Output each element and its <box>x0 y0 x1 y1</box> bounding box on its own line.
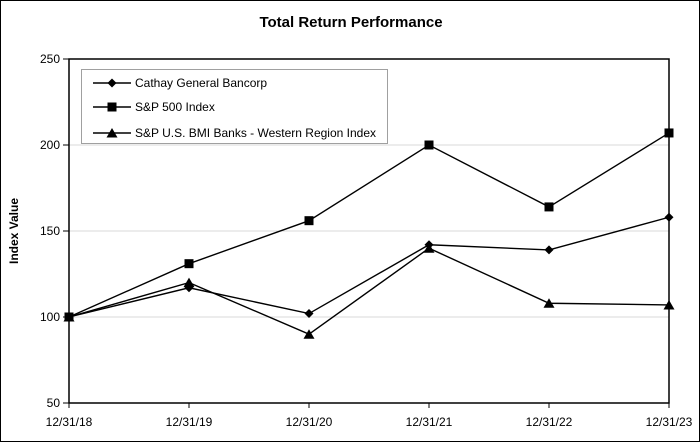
series-line-1 <box>68 132 670 318</box>
data-point-marker <box>544 202 554 212</box>
data-point-marker <box>304 309 314 319</box>
square-marker-icon <box>93 102 131 112</box>
data-point-marker <box>664 212 674 222</box>
triangle-marker-icon <box>93 128 131 138</box>
x-tick-label: 12/31/18 <box>45 415 93 429</box>
data-point-marker <box>663 299 675 310</box>
diamond-marker-icon <box>93 78 131 88</box>
series-line-2 <box>68 247 670 335</box>
data-point-marker <box>544 245 554 255</box>
legend-label: S&P U.S. BMI Banks - Western Region Inde… <box>135 126 376 140</box>
legend-box: Cathay General Bancorp S&P 500 Index S&P U… <box>81 69 388 144</box>
y-tick-label: 100 <box>39 310 60 324</box>
x-tick-label: 12/31/22 <box>525 415 573 429</box>
data-point-marker <box>423 243 435 253</box>
data-point-marker <box>303 329 315 339</box>
data-point-marker <box>543 298 555 308</box>
x-tick-label: 12/31/20 <box>285 415 333 429</box>
legend-label: Cathay General Bancorp <box>135 76 268 90</box>
x-tick-label: 12/31/23 <box>645 415 693 429</box>
y-tick-label: 250 <box>39 52 60 66</box>
data-point-marker <box>424 140 434 150</box>
data-point-marker <box>183 277 195 288</box>
x-tick-label: 12/31/21 <box>405 415 453 429</box>
legend-label: S&P 500 Index <box>135 100 215 114</box>
y-tick-label: 50 <box>46 396 60 410</box>
data-point-marker <box>63 312 75 322</box>
chart-title: Total Return Performance <box>259 14 443 31</box>
y-tick-label: 200 <box>39 138 60 152</box>
legend-item: S&P U.S. BMI Banks - Western Region Inde… <box>92 126 376 140</box>
data-point-marker <box>184 259 194 269</box>
y-tick-label: 150 <box>39 224 60 238</box>
data-point-marker <box>664 128 674 138</box>
x-tick-label: 12/31/19 <box>165 415 213 429</box>
series-line-0 <box>68 216 670 318</box>
legend-item: S&P 500 Index <box>92 100 215 114</box>
legend-item: Cathay General Bancorp <box>92 76 267 90</box>
data-point-marker <box>304 216 314 226</box>
